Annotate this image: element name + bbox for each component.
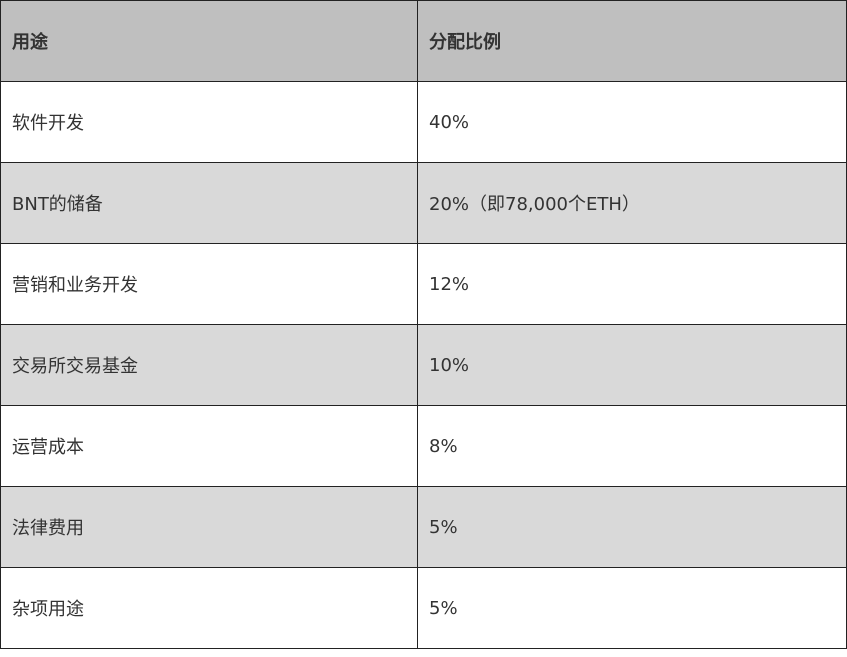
header-usage: 用途 [0, 0, 418, 82]
table-row: 软件开发 40% [0, 81, 847, 163]
usage-cell: 营销和业务开发 [0, 243, 418, 325]
header-ratio: 分配比例 [417, 0, 847, 82]
usage-cell: 软件开发 [0, 81, 418, 163]
ratio-cell: 8% [417, 405, 847, 487]
table-row: 营销和业务开发 12% [0, 243, 847, 325]
ratio-cell: 5% [417, 567, 847, 649]
usage-cell: BNT的储备 [0, 162, 418, 244]
table-row: BNT的储备 20%（即78,000个ETH） [0, 162, 847, 244]
table-row: 法律费用 5% [0, 486, 847, 568]
usage-cell: 法律费用 [0, 486, 418, 568]
ratio-cell: 20%（即78,000个ETH） [417, 162, 847, 244]
table-row: 杂项用途 5% [0, 567, 847, 649]
ratio-cell: 5% [417, 486, 847, 568]
ratio-cell: 40% [417, 81, 847, 163]
table-row: 交易所交易基金 10% [0, 324, 847, 406]
usage-cell: 杂项用途 [0, 567, 418, 649]
table-row: 运营成本 8% [0, 405, 847, 487]
ratio-cell: 12% [417, 243, 847, 325]
table-header-row: 用途 分配比例 [0, 0, 847, 82]
usage-cell: 交易所交易基金 [0, 324, 418, 406]
ratio-cell: 10% [417, 324, 847, 406]
usage-cell: 运营成本 [0, 405, 418, 487]
